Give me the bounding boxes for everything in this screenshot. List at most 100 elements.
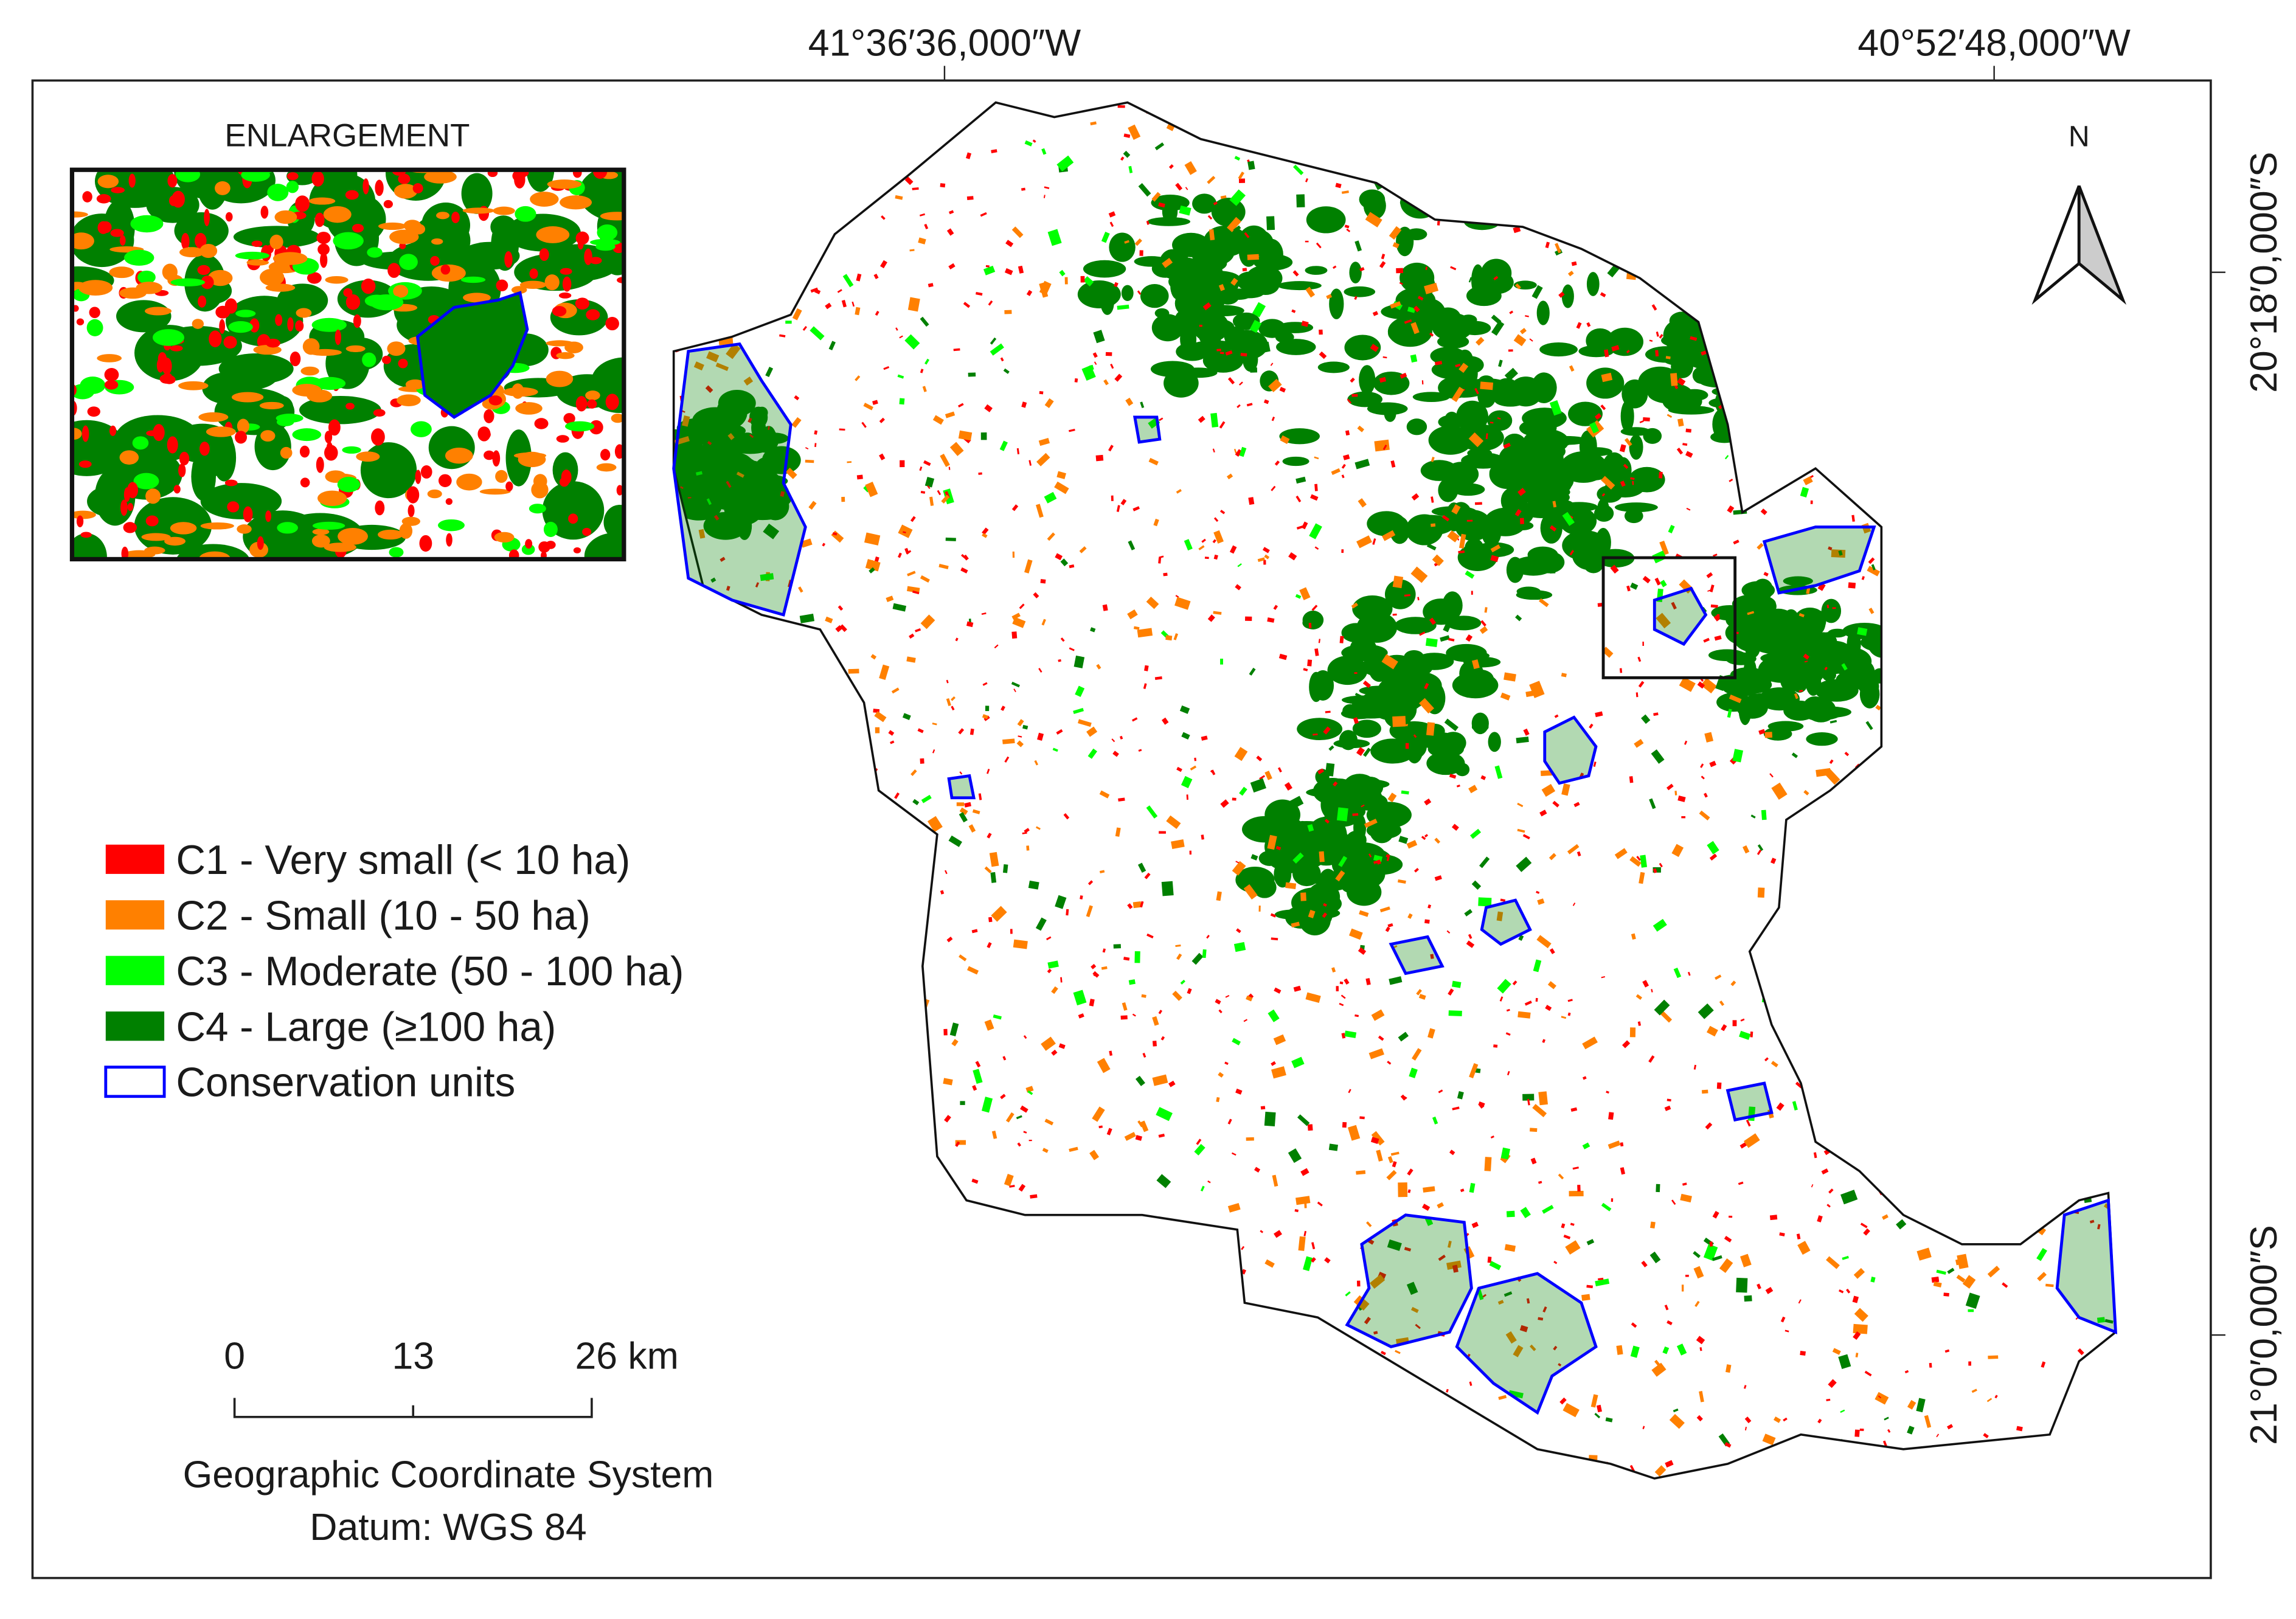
forest-patch	[1730, 667, 1766, 682]
forest-patch	[1012, 551, 1015, 558]
forest-patch	[518, 451, 546, 468]
forest-patch	[990, 343, 1004, 356]
forest-patch	[1011, 681, 1020, 688]
forest-patch	[981, 612, 987, 615]
forest-patch	[383, 199, 393, 209]
forest-patch	[1651, 989, 1653, 993]
forest-patch	[311, 534, 330, 548]
forest-patch	[274, 210, 297, 224]
forest-patch	[1196, 1139, 1202, 1145]
forest-patch	[1190, 765, 1197, 771]
forest-patch	[1398, 879, 1406, 884]
forest-patch	[200, 522, 234, 530]
forest-patch	[768, 426, 770, 430]
forest-patch	[1349, 262, 1362, 283]
forest-patch	[1213, 517, 1219, 522]
legend-swatch	[105, 955, 165, 985]
forest-patch	[1201, 834, 1204, 840]
forest-patch	[1860, 1222, 1868, 1229]
forest-patch	[1328, 745, 1334, 751]
forest-patch	[1736, 1277, 1748, 1293]
forest-patch	[1538, 1091, 1548, 1106]
forest-patch	[1608, 1112, 1614, 1120]
forest-patch	[1220, 195, 1227, 199]
forest-patch	[1427, 1028, 1435, 1039]
forest-patch	[1127, 609, 1138, 620]
forest-patch	[963, 554, 969, 561]
forest-patch	[924, 358, 930, 365]
forest-patch	[1051, 1049, 1058, 1056]
forest-patch	[1140, 283, 1169, 308]
forest-patch	[573, 547, 581, 553]
forest-patch	[1651, 749, 1665, 764]
forest-patch	[352, 224, 364, 233]
forest-patch	[969, 728, 974, 735]
forest-patch	[338, 338, 383, 371]
forest-patch	[1344, 224, 1350, 229]
forest-patch	[260, 268, 285, 286]
forest-patch	[1339, 1002, 1344, 1007]
forest-patch	[586, 309, 600, 321]
forest-patch	[1309, 523, 1322, 539]
forest-patch	[899, 335, 903, 339]
forest-patch	[951, 1039, 959, 1047]
forest-patch	[1916, 1398, 1926, 1413]
forest-patch	[749, 406, 768, 429]
forest-patch	[269, 234, 283, 249]
forest-patch	[1124, 1132, 1136, 1141]
forest-patch	[445, 498, 453, 505]
forest-patch	[892, 603, 907, 612]
forest-patch	[1257, 557, 1265, 562]
forest-patch	[1407, 307, 1416, 313]
forest-patch	[1171, 839, 1185, 850]
forest-patch	[596, 463, 617, 472]
forest-patch	[1238, 225, 1269, 255]
forest-patch	[1406, 840, 1418, 849]
forest-patch	[337, 476, 361, 493]
forest-patch	[369, 294, 404, 311]
forest-patch	[1226, 473, 1233, 480]
forest-patch	[1704, 732, 1714, 743]
forest-patch	[265, 283, 296, 292]
forest-patch	[1994, 1395, 1998, 1399]
forest-patch	[1179, 205, 1191, 216]
forest-patch	[539, 248, 549, 262]
forest-patch	[1853, 1323, 1868, 1334]
forest-patch	[1087, 880, 1094, 886]
forest-patch	[1406, 1281, 1418, 1295]
forest-patch	[861, 421, 867, 428]
forest-patch	[80, 532, 92, 538]
forest-patch	[1593, 761, 1597, 767]
forest-patch	[260, 430, 276, 442]
forest-patch	[835, 625, 843, 633]
forest-patch	[1635, 692, 1639, 698]
forest-patch	[1246, 403, 1253, 407]
conservation-unit	[947, 774, 976, 800]
forest-patch	[1117, 105, 1125, 108]
forest-patch	[915, 628, 921, 633]
forest-patch	[1864, 1370, 1872, 1377]
forest-patch	[1513, 556, 1554, 576]
forest-patch	[536, 226, 570, 243]
forest-patch	[1643, 428, 1662, 444]
forest-patch	[1207, 176, 1216, 184]
forest-patch	[1542, 1039, 1546, 1043]
forest-patch	[308, 348, 342, 356]
forest-patch	[451, 212, 460, 223]
forest-patch	[1682, 443, 1688, 446]
forest-patch	[333, 232, 364, 250]
forest-patch	[1262, 547, 1270, 553]
forest-patch	[1855, 1353, 1859, 1357]
forest-patch	[1676, 343, 1704, 356]
forest-patch	[888, 730, 895, 736]
forest-patch	[1545, 1005, 1552, 1011]
forest-patch	[1427, 904, 1432, 909]
forest-patch	[389, 547, 404, 558]
forest-patch	[1341, 549, 1344, 553]
forest-patch	[1425, 638, 1438, 647]
forest-patch	[1503, 442, 1511, 449]
forest-patch	[1464, 909, 1472, 917]
forest-patch	[1282, 456, 1309, 466]
forest-patch	[978, 472, 982, 475]
forest-patch	[1519, 518, 1524, 524]
